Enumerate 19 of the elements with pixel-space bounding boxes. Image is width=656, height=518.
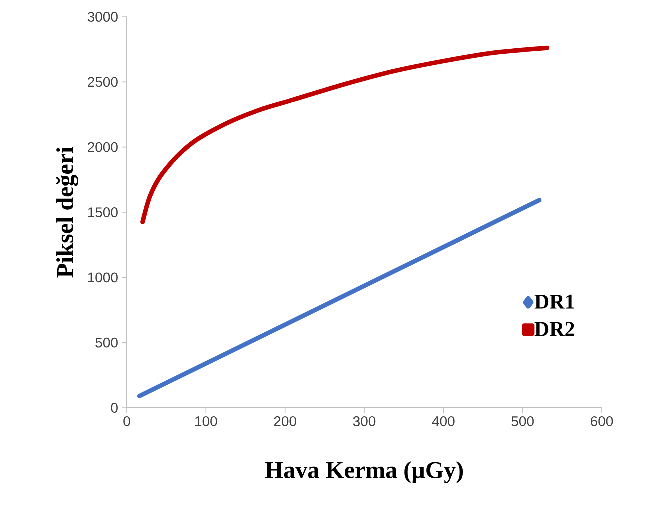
y-tick-label: 2500 xyxy=(88,77,118,88)
x-tick-label: 400 xyxy=(432,416,455,426)
line-series xyxy=(140,46,550,224)
x-axis-title: Hava Kerma (µGy) xyxy=(265,462,464,484)
y-tick-label: 2000 xyxy=(88,142,118,152)
legend-label: DR1 xyxy=(534,294,574,309)
legend-label: DR2 xyxy=(534,322,574,336)
x-tick-label: 300 xyxy=(353,416,376,426)
y-tick-label: 0 xyxy=(111,403,118,413)
y-tick-label: 1000 xyxy=(88,272,118,283)
x-tick-label: 600 xyxy=(591,416,614,426)
y-axis-title: Piksel değeri xyxy=(56,147,78,278)
x-tick-label: 500 xyxy=(512,416,534,426)
x-tick-label: 200 xyxy=(274,416,296,426)
y-tick-label: 500 xyxy=(96,338,118,348)
x-tick-label: 100 xyxy=(196,416,218,426)
x-tick-label: 0 xyxy=(124,416,130,426)
y-tick-label: 1500 xyxy=(88,208,118,218)
y-tick-label: 3000 xyxy=(88,12,118,22)
